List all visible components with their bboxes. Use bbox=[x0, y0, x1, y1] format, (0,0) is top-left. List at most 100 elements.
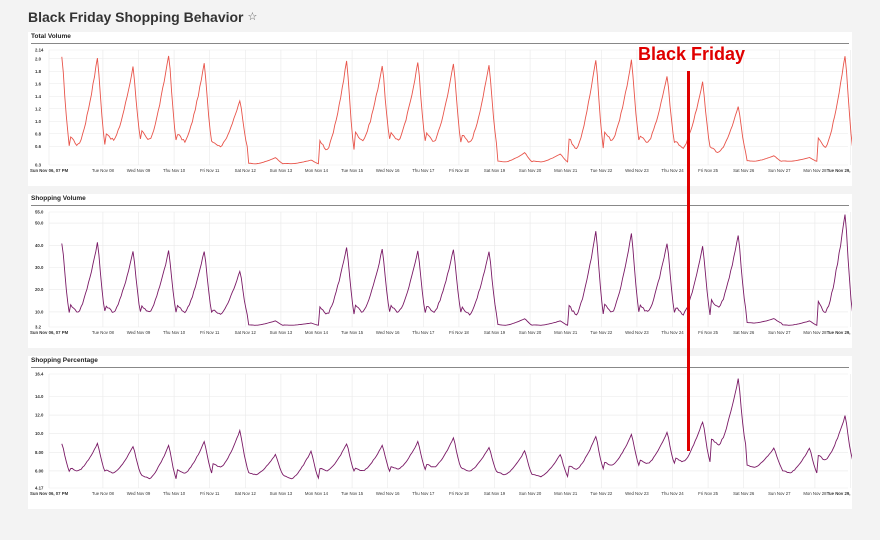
x-tick-label: Tue Nov 08 bbox=[92, 330, 115, 335]
panel-divider bbox=[31, 205, 849, 206]
x-tick-label: Tue Nov 29, bbox=[827, 330, 851, 335]
x-tick-label: Fri Nov 11 bbox=[200, 330, 220, 335]
series-line bbox=[61, 378, 852, 480]
x-tick-label: Sat Nov 12 bbox=[235, 330, 257, 335]
y-tick-label: 1.8 bbox=[35, 69, 42, 74]
x-tick-label: Tue Nov 22 bbox=[590, 168, 613, 173]
x-tick-label: Thu Nov 24 bbox=[661, 330, 684, 335]
y-tick-label: 2.14 bbox=[35, 48, 44, 53]
x-tick-label: Sun Nov 20 bbox=[519, 330, 542, 335]
x-tick-label: Sun Nov 13 bbox=[270, 330, 293, 335]
x-tick-label: Sun Nov 20 bbox=[519, 491, 542, 496]
y-tick-label: 0.6 bbox=[35, 144, 42, 149]
x-tick-label: Mon Nov 21 bbox=[554, 168, 578, 173]
x-tick-label: Fri Nov 25 bbox=[698, 168, 718, 173]
x-tick-label: Thu Nov 17 bbox=[412, 491, 435, 496]
x-tick-label: Mon Nov 21 bbox=[554, 491, 578, 496]
x-tick-label: Thu Nov 17 bbox=[412, 168, 435, 173]
x-tick-label: Tue Nov 29, bbox=[827, 491, 851, 496]
x-tick-label: Mon Nov 21 bbox=[554, 330, 578, 335]
y-tick-label: 50.0 bbox=[35, 221, 44, 226]
y-tick-label: 12.0 bbox=[35, 413, 44, 418]
x-tick-label: Fri Nov 25 bbox=[698, 330, 718, 335]
shopping-percentage-panel: Shopping Percentage 4.17 6.00 8.00 10.0 12.0… bbox=[28, 356, 852, 509]
panel-divider bbox=[31, 367, 849, 368]
x-tick-label: Wed Nov 09 bbox=[127, 168, 151, 173]
y-tick-label: 0.3 bbox=[35, 163, 42, 168]
x-tick-label: Sat Nov 12 bbox=[235, 168, 257, 173]
y-tick-label: 55.0 bbox=[35, 210, 44, 215]
x-tick-label: Sat Nov 26 bbox=[733, 168, 755, 173]
shopping-percentage-chart: 4.17 6.00 8.00 10.0 12.0 14.0 16.4 Sun Nov 06, … bbox=[30, 372, 852, 496]
x-tick-label: Wed Nov 23 bbox=[625, 491, 649, 496]
x-tick-label: Wed Nov 09 bbox=[127, 491, 151, 496]
x-tick-label: Mon Nov 28 bbox=[803, 330, 827, 335]
panel-title: Shopping Volume bbox=[31, 195, 86, 202]
x-tick-label: Thu Nov 10 bbox=[163, 168, 186, 173]
x-tick-label: Tue Nov 15 bbox=[341, 330, 364, 335]
panel-title: Shopping Percentage bbox=[31, 357, 98, 364]
y-tick-label: 3.2 bbox=[35, 325, 42, 330]
y-tick-label: 4.17 bbox=[35, 486, 44, 491]
x-tick-label: Mon Nov 28 bbox=[803, 491, 827, 496]
x-tick-label: Tue Nov 08 bbox=[92, 491, 115, 496]
x-tick-label: Fri Nov 11 bbox=[200, 491, 220, 496]
y-tick-label: 40.0 bbox=[35, 243, 44, 248]
y-tick-label: 1.2 bbox=[35, 106, 42, 111]
x-tick-label: Sun Nov 06, 07 PM bbox=[30, 168, 69, 173]
x-tick-label: Wed Nov 09 bbox=[127, 330, 151, 335]
panel-title: Total Volume bbox=[31, 33, 71, 40]
x-tick-label: Thu Nov 17 bbox=[412, 330, 435, 335]
y-tick-label: 20.0 bbox=[35, 287, 44, 292]
x-tick-label: Sun Nov 13 bbox=[270, 491, 293, 496]
y-tick-label: 0.8 bbox=[35, 131, 42, 136]
y-tick-label: 1.6 bbox=[35, 81, 42, 86]
page-title: Black Friday Shopping Behavior bbox=[28, 9, 244, 25]
page-header: Black Friday Shopping Behavior ☆ bbox=[28, 7, 257, 27]
x-tick-label: Mon Nov 14 bbox=[305, 168, 329, 173]
x-tick-label: Thu Nov 10 bbox=[163, 491, 186, 496]
x-tick-label: Tue Nov 22 bbox=[590, 491, 613, 496]
black-friday-annotation: Black Friday bbox=[638, 44, 746, 64]
x-tick-label: Sat Nov 26 bbox=[733, 330, 755, 335]
x-tick-label: Sun Nov 13 bbox=[270, 168, 293, 173]
x-tick-label: Wed Nov 23 bbox=[625, 168, 649, 173]
x-tick-label: Mon Nov 14 bbox=[305, 491, 329, 496]
y-tick-label: 10.0 bbox=[35, 431, 44, 436]
x-tick-label: Tue Nov 29, bbox=[827, 168, 851, 173]
x-tick-label: Mon Nov 14 bbox=[305, 330, 329, 335]
shopping-volume-chart: 3.2 10.0 20.0 30.0 40.0 50.0 55.0 Sun Nov 06, 0… bbox=[30, 210, 852, 335]
x-tick-label: Wed Nov 16 bbox=[376, 168, 400, 173]
shopping-volume-panel: Shopping Volume 3.2 10.0 20.0 30.0 40.0 50.0 5… bbox=[28, 194, 852, 348]
y-tick-label: 2.0 bbox=[35, 56, 42, 61]
x-tick-label: Wed Nov 16 bbox=[376, 491, 400, 496]
x-tick-label: Sun Nov 27 bbox=[768, 491, 791, 496]
x-tick-label: Wed Nov 23 bbox=[625, 330, 649, 335]
x-tick-label: Sun Nov 06, 07 PM bbox=[30, 491, 69, 496]
x-tick-label: Fri Nov 18 bbox=[449, 330, 469, 335]
x-tick-label: Fri Nov 18 bbox=[449, 168, 469, 173]
y-tick-label: 16.4 bbox=[35, 372, 44, 377]
x-tick-label: Thu Nov 10 bbox=[163, 330, 186, 335]
y-tick-label: 1.4 bbox=[35, 94, 42, 99]
y-tick-label: 8.00 bbox=[35, 450, 44, 455]
x-tick-label: Tue Nov 22 bbox=[590, 330, 613, 335]
total-volume-panel: Total Volume 0.3 0.6 0.8 1.0 1.2 1.4 1.6 1.8 2.0… bbox=[28, 32, 852, 186]
total-volume-chart: 0.3 0.6 0.8 1.0 1.2 1.4 1.6 1.8 2.0 2.14 Sun Nov 0… bbox=[30, 48, 852, 173]
x-tick-label: Tue Nov 15 bbox=[341, 168, 364, 173]
x-tick-label: Fri Nov 18 bbox=[449, 491, 469, 496]
x-tick-label: Fri Nov 25 bbox=[698, 491, 718, 496]
y-tick-label: 1.0 bbox=[35, 119, 42, 124]
x-tick-label: Fri Nov 11 bbox=[200, 168, 220, 173]
panel-divider bbox=[31, 43, 849, 44]
x-tick-label: Sat Nov 19 bbox=[484, 168, 506, 173]
y-tick-label: 14.0 bbox=[35, 394, 44, 399]
x-tick-label: Sat Nov 26 bbox=[733, 491, 755, 496]
series-line bbox=[61, 214, 852, 327]
y-tick-label: 30.0 bbox=[35, 265, 44, 270]
x-tick-label: Tue Nov 08 bbox=[92, 168, 115, 173]
x-tick-label: Sat Nov 12 bbox=[235, 491, 257, 496]
black-friday-marker-line bbox=[687, 71, 690, 451]
star-outline-icon[interactable]: ☆ bbox=[247, 10, 258, 23]
series-line bbox=[61, 55, 852, 165]
